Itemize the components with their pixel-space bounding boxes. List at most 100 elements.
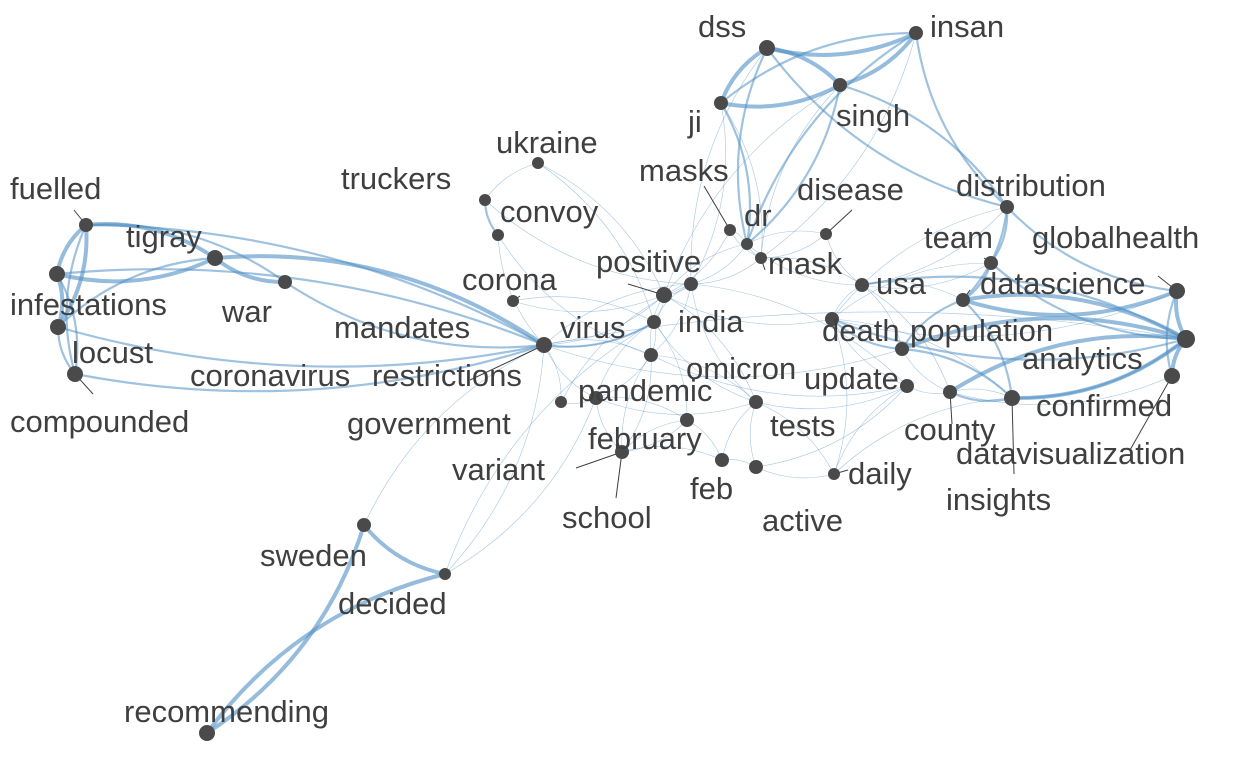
edge-tigray-restrictions: [213, 254, 546, 347]
label-mandates: mandates: [334, 310, 470, 345]
edge-dr-disease: [746, 230, 827, 245]
label-recommending: recommending: [124, 694, 329, 729]
label-decided: decided: [338, 586, 447, 621]
edge-globalhealth-death: [831, 290, 1178, 337]
edge-datavisualization-county: [949, 375, 1173, 406]
edge-death-analytics: [830, 317, 1188, 361]
label-dr: dr: [744, 198, 772, 233]
label-usa: usa: [876, 266, 927, 301]
label-mask: mask: [768, 246, 843, 281]
label-fuelled: fuelled: [10, 171, 101, 206]
node-ukraine: [532, 157, 544, 169]
edge-corona-positive: [512, 294, 665, 313]
edge-decided-restrictions: [444, 344, 545, 575]
leader-datavisualization: [1129, 375, 1173, 451]
label-singh: singh: [836, 98, 910, 133]
edge-school-feb: [621, 446, 723, 461]
edge-sweden-recommending: [205, 523, 366, 735]
label-feb: feb: [690, 471, 733, 506]
node-truckers: [479, 194, 491, 206]
node-masks: [724, 224, 736, 236]
edge-omicron-update: [650, 354, 908, 397]
label-analytics: analytics: [1022, 341, 1143, 376]
edge-ji-insan: [719, 31, 918, 105]
node-variant: [615, 445, 629, 459]
label-positive: positive: [596, 244, 701, 279]
node-insan: [909, 26, 923, 40]
edge-death-update: [831, 318, 908, 387]
node-globalhealth: [1169, 283, 1185, 299]
edge-ji-dr: [719, 101, 752, 246]
edge-singh-dr: [745, 83, 842, 246]
edge-restrictions-government: [543, 344, 562, 403]
node-active: [749, 460, 763, 474]
label-february: february: [588, 421, 702, 456]
node-locust: [50, 319, 66, 335]
node-datavisualization: [1164, 368, 1180, 384]
node-ji: [714, 96, 728, 110]
edge-dr-positive: [663, 243, 748, 296]
node-disease: [820, 228, 832, 240]
edge-masks-positive: [663, 229, 731, 296]
node-update: [900, 379, 914, 393]
label-insan: insan: [930, 9, 1004, 44]
edge-singh-mask: [760, 84, 841, 259]
edge-restrictions-analytics: [543, 311, 1187, 346]
node-confirmed: [1004, 390, 1020, 406]
edge-county-confirmed: [948, 390, 1014, 403]
label-ji: ji: [687, 104, 702, 139]
leader-school: [615, 451, 623, 499]
node-omicron: [644, 348, 658, 362]
label-update: update: [804, 361, 899, 396]
edge-death-population: [830, 317, 904, 351]
edge-locust-tigray: [56, 256, 217, 329]
node-government: [555, 396, 567, 408]
edge-update-daily: [833, 385, 908, 475]
edge-ji-singh: [719, 83, 842, 109]
edge-virus-tests: [653, 321, 757, 403]
node-pandemic: [589, 391, 603, 405]
edge-active-daily: [755, 466, 835, 479]
edge-usa-population: [861, 284, 903, 350]
label-pandemic: pandemic: [578, 373, 712, 408]
edge-usa-county: [861, 284, 951, 393]
edge-pandemic-february: [595, 396, 688, 421]
edge-county-analytics: [948, 333, 1188, 394]
label-compounded: compounded: [10, 404, 189, 439]
edge-decided-pandemic: [444, 397, 597, 575]
node-dss: [759, 40, 775, 56]
edge-dss-singh: [765, 46, 842, 87]
edge-ukraine-virus: [537, 162, 655, 323]
leader-masks: [703, 185, 731, 231]
edge-usa-analytics: [860, 275, 1188, 341]
node-restrictions: [536, 337, 552, 353]
edge-pandemic-tests: [595, 397, 757, 415]
edge-sweden-decided: [362, 523, 447, 576]
edge-truckers-india: [484, 199, 692, 285]
label-daily: daily: [848, 456, 912, 491]
node-fuelled: [79, 218, 93, 232]
node-daily: [828, 468, 840, 480]
edge-truckers-ukraine: [484, 162, 539, 201]
edge-datascience-globalhealth: [961, 289, 1179, 317]
node-layer: [49, 26, 1195, 741]
label-coronavirus: coronavirus: [190, 358, 350, 393]
label-county: county: [904, 412, 996, 447]
edge-datascience-population: [900, 298, 965, 351]
edge-infestations-restrictions: [55, 268, 546, 347]
node-february: [680, 413, 694, 427]
edge-ji-india: [690, 102, 727, 285]
edge-distribution-death: [831, 206, 1008, 320]
label-corona: corona: [462, 262, 558, 297]
label-sweden: sweden: [260, 538, 367, 573]
edge-mandates-virus: [543, 321, 655, 348]
node-recommending: [199, 725, 215, 741]
label-distribution: distribution: [956, 168, 1106, 203]
node-population: [895, 342, 909, 356]
edge-death-confirmed: [831, 318, 1013, 399]
edge-convoy-omicron: [497, 234, 652, 356]
edge-tests-active: [749, 401, 757, 468]
node-corona: [507, 295, 519, 307]
edge-distribution-globalhealth: [1005, 205, 1179, 293]
label-layer: dss insan singh ji ukraine masks truckers disea…: [10, 9, 1199, 729]
